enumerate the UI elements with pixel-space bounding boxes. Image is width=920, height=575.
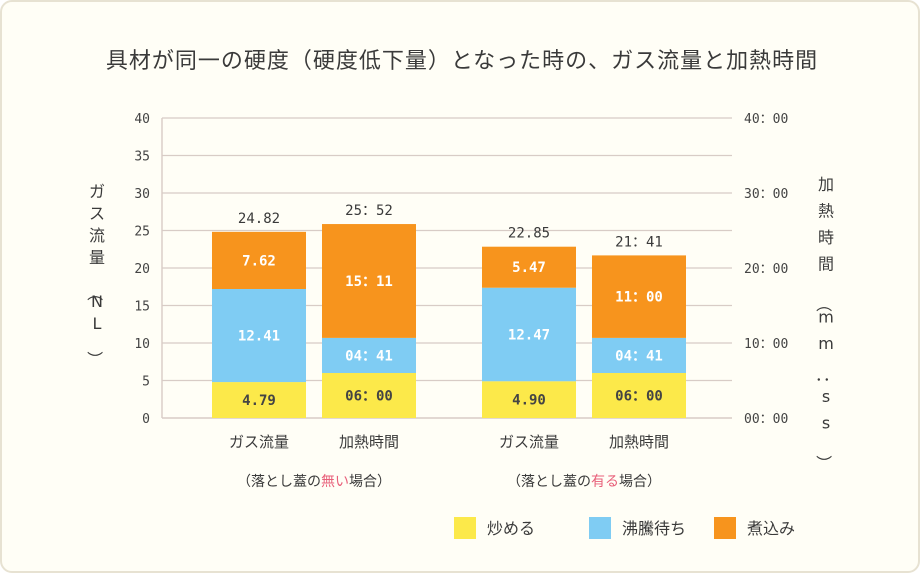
bar-segment — [482, 246, 576, 288]
bar-segment — [322, 337, 416, 373]
left-tick-label: 15 — [134, 300, 150, 315]
bar-segment — [592, 255, 686, 338]
bar-segment — [592, 337, 686, 373]
bar-segment — [212, 289, 306, 383]
bar-segment — [212, 382, 306, 418]
left-tick-label: 5 — [142, 375, 150, 390]
left-tick-label: 0 — [142, 412, 150, 427]
right-tick-label: 30：00 — [744, 187, 788, 202]
left-tick-label: 25 — [134, 225, 150, 240]
segment-data-label: 4.79 — [242, 393, 276, 409]
legend-swatch — [714, 517, 736, 539]
segment-data-label: 06：00 — [345, 389, 393, 405]
bar-segment — [482, 287, 576, 382]
left-tick-label: 30 — [134, 187, 150, 202]
right-axis-ticks: 00：00 10：00 20：00 30：00 40：00 — [744, 112, 788, 427]
bar-segment — [212, 231, 306, 289]
segment-data-label: 12.47 — [508, 327, 550, 343]
legend: 炒める 沸騰待ち 煮込み — [454, 517, 795, 539]
segment-data-label: 11：00 — [615, 290, 663, 306]
segment-data-label: 06：00 — [615, 389, 663, 405]
left-axis-title: ガス流量（N L） — [85, 182, 105, 367]
segment-data-label: 12.41 — [238, 329, 280, 345]
bar-segment — [322, 224, 416, 338]
segment-data-label: 15：11 — [345, 274, 393, 290]
bar-total-label: 21：41 — [615, 234, 663, 250]
chart-title: 具材が同一の硬度（硬度低下量）となった時の、ガス流量と加熱時間 — [106, 49, 818, 74]
group-labels: （落とし蓋の無い場合） （落とし蓋の有る場合） — [237, 474, 661, 490]
right-tick-label: 10：00 — [744, 337, 788, 352]
right-tick-label: 00：00 — [744, 412, 788, 427]
bar-total-label: 24.82 — [238, 211, 280, 227]
category-labels: ガス流量 加熱時間 ガス流量 加熱時間 — [229, 433, 669, 451]
legend-swatch — [454, 517, 476, 539]
bars: 4.79 12.41 7.62 24.82 06：00 04：41 15：11 25：52 4.… — [212, 203, 686, 418]
group-label: （落とし蓋の有る場合） — [507, 474, 661, 490]
right-axis-title: 加熱時間（ m m： s s） — [814, 175, 834, 471]
segment-data-label: 4.90 — [512, 393, 546, 409]
left-tick-label: 20 — [134, 262, 150, 277]
legend-swatch — [589, 517, 611, 539]
right-tick-label: 20：00 — [744, 262, 788, 277]
legend-label: 炒める — [487, 519, 535, 538]
group-label: （落とし蓋の無い場合） — [237, 474, 391, 490]
left-axis-label: ガス流量（N L） — [85, 182, 105, 367]
category-label: 加熱時間 — [339, 433, 399, 451]
segment-data-label: 5.47 — [512, 260, 546, 276]
bar-segment — [482, 381, 576, 418]
segment-data-label: 04：41 — [615, 348, 663, 364]
category-label: ガス流量 — [229, 433, 289, 451]
category-label: ガス流量 — [499, 433, 559, 451]
left-tick-label: 10 — [134, 337, 150, 352]
legend-label: 沸騰待ち — [622, 519, 686, 538]
left-tick-label: 40 — [134, 112, 150, 127]
bar-segment — [322, 373, 416, 418]
category-label: 加熱時間 — [609, 433, 669, 451]
segment-data-label: 04：41 — [345, 348, 393, 364]
bar-total-label: 25：52 — [345, 203, 393, 219]
segment-data-label: 7.62 — [242, 253, 276, 269]
bar-total-label: 22.85 — [508, 226, 550, 242]
left-tick-label: 35 — [134, 150, 150, 165]
legend-label: 煮込み — [747, 519, 795, 538]
left-axis-ticks: 0 5 10 15 20 25 30 35 40 — [134, 112, 150, 427]
right-axis-label: 加熱時間（ m m： s s） — [814, 175, 834, 471]
right-tick-label: 40：00 — [744, 112, 788, 127]
bar-segment — [592, 373, 686, 418]
